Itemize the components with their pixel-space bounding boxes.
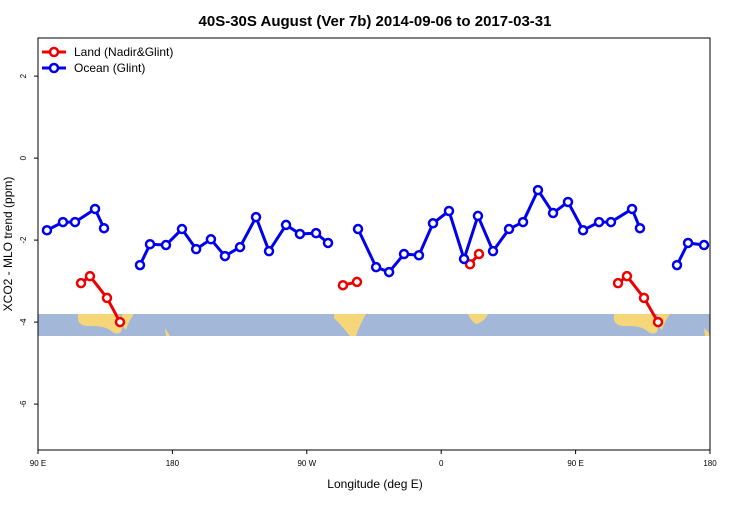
data-point: [190, 243, 202, 255]
data-point: [621, 270, 633, 282]
data-point: [398, 248, 410, 260]
data-point: [352, 223, 364, 235]
x-tick-label: 90 W: [297, 459, 316, 468]
data-point: [577, 225, 589, 236]
map-strip: [38, 314, 710, 336]
data-point: [280, 219, 292, 231]
data-point: [89, 203, 101, 215]
data-point: [144, 238, 156, 250]
data-point: [593, 216, 605, 228]
plot-frame: [37, 37, 711, 451]
data-point: [219, 250, 231, 262]
data-point: [134, 259, 146, 271]
data-point: [612, 277, 624, 289]
data-point: [383, 266, 395, 278]
x-tick-label: 180: [703, 459, 717, 468]
data-point: [351, 276, 363, 288]
data-point: [473, 248, 485, 260]
y-tick-label: 2: [19, 73, 28, 78]
data-point: [205, 234, 217, 245]
data-point: [101, 292, 113, 304]
y-axis-label: XCO2 - MLO trend (ppm): [1, 177, 15, 312]
data-point: [370, 261, 382, 273]
data-point: [532, 184, 544, 196]
y-tick-label: -6: [19, 400, 28, 408]
map-land: [468, 314, 488, 324]
data-point: [638, 292, 650, 304]
data-point: [84, 270, 96, 282]
data-point: [503, 223, 515, 235]
legend-marker: [48, 46, 60, 58]
data-point: [57, 216, 69, 228]
legend-marker: [48, 62, 60, 74]
data-point: [634, 222, 646, 234]
data-point: [176, 223, 188, 235]
data-point: [562, 196, 574, 208]
legend-label: Ocean (Glint): [74, 61, 145, 75]
data-point: [75, 277, 87, 289]
x-tick-label: 90 E: [567, 459, 583, 468]
data-point: [310, 227, 322, 239]
map-land: [165, 328, 170, 336]
map-land: [704, 328, 710, 336]
data-point: [547, 207, 559, 219]
data-point: [671, 259, 683, 271]
map-land: [614, 314, 658, 334]
map-ocean: [38, 314, 710, 336]
data-point: [458, 253, 470, 265]
x-tick-label: 0: [439, 459, 444, 468]
data-point: [443, 205, 455, 217]
data-point: [427, 218, 439, 229]
map-land: [121, 314, 134, 330]
map-land: [78, 314, 122, 334]
legend-label: Land (Nadir&Glint): [74, 45, 173, 59]
data-point: [114, 316, 126, 328]
data-point: [472, 210, 484, 222]
data-point: [250, 211, 262, 223]
data-point: [487, 245, 499, 257]
y-tick-label: -4: [19, 318, 28, 326]
y-tick-label: 0: [19, 155, 28, 160]
x-tick-label: 90 E: [30, 459, 46, 468]
data-point: [413, 250, 425, 261]
data-point: [626, 203, 638, 215]
data-point: [337, 279, 349, 291]
data-point: [41, 225, 53, 236]
chart-title: 40S-30S August (Ver 7b) 2014-09-06 to 20…: [199, 13, 552, 30]
data-point: [69, 216, 81, 228]
data-point: [682, 237, 694, 249]
series-line: [80, 253, 660, 323]
data-point: [605, 216, 617, 228]
data-point: [263, 245, 275, 257]
data-point: [698, 239, 710, 251]
data-point: [322, 237, 334, 249]
x-axis-label: Longitude (deg E): [327, 477, 422, 491]
data-point: [160, 239, 172, 251]
data-point: [234, 241, 246, 253]
x-tick-label: 180: [166, 459, 180, 468]
data-point: [294, 228, 306, 240]
map-land: [334, 314, 366, 336]
data-point: [652, 316, 664, 328]
y-tick-label: -2: [19, 236, 28, 244]
data-point: [98, 222, 110, 234]
data-point: [517, 216, 529, 228]
